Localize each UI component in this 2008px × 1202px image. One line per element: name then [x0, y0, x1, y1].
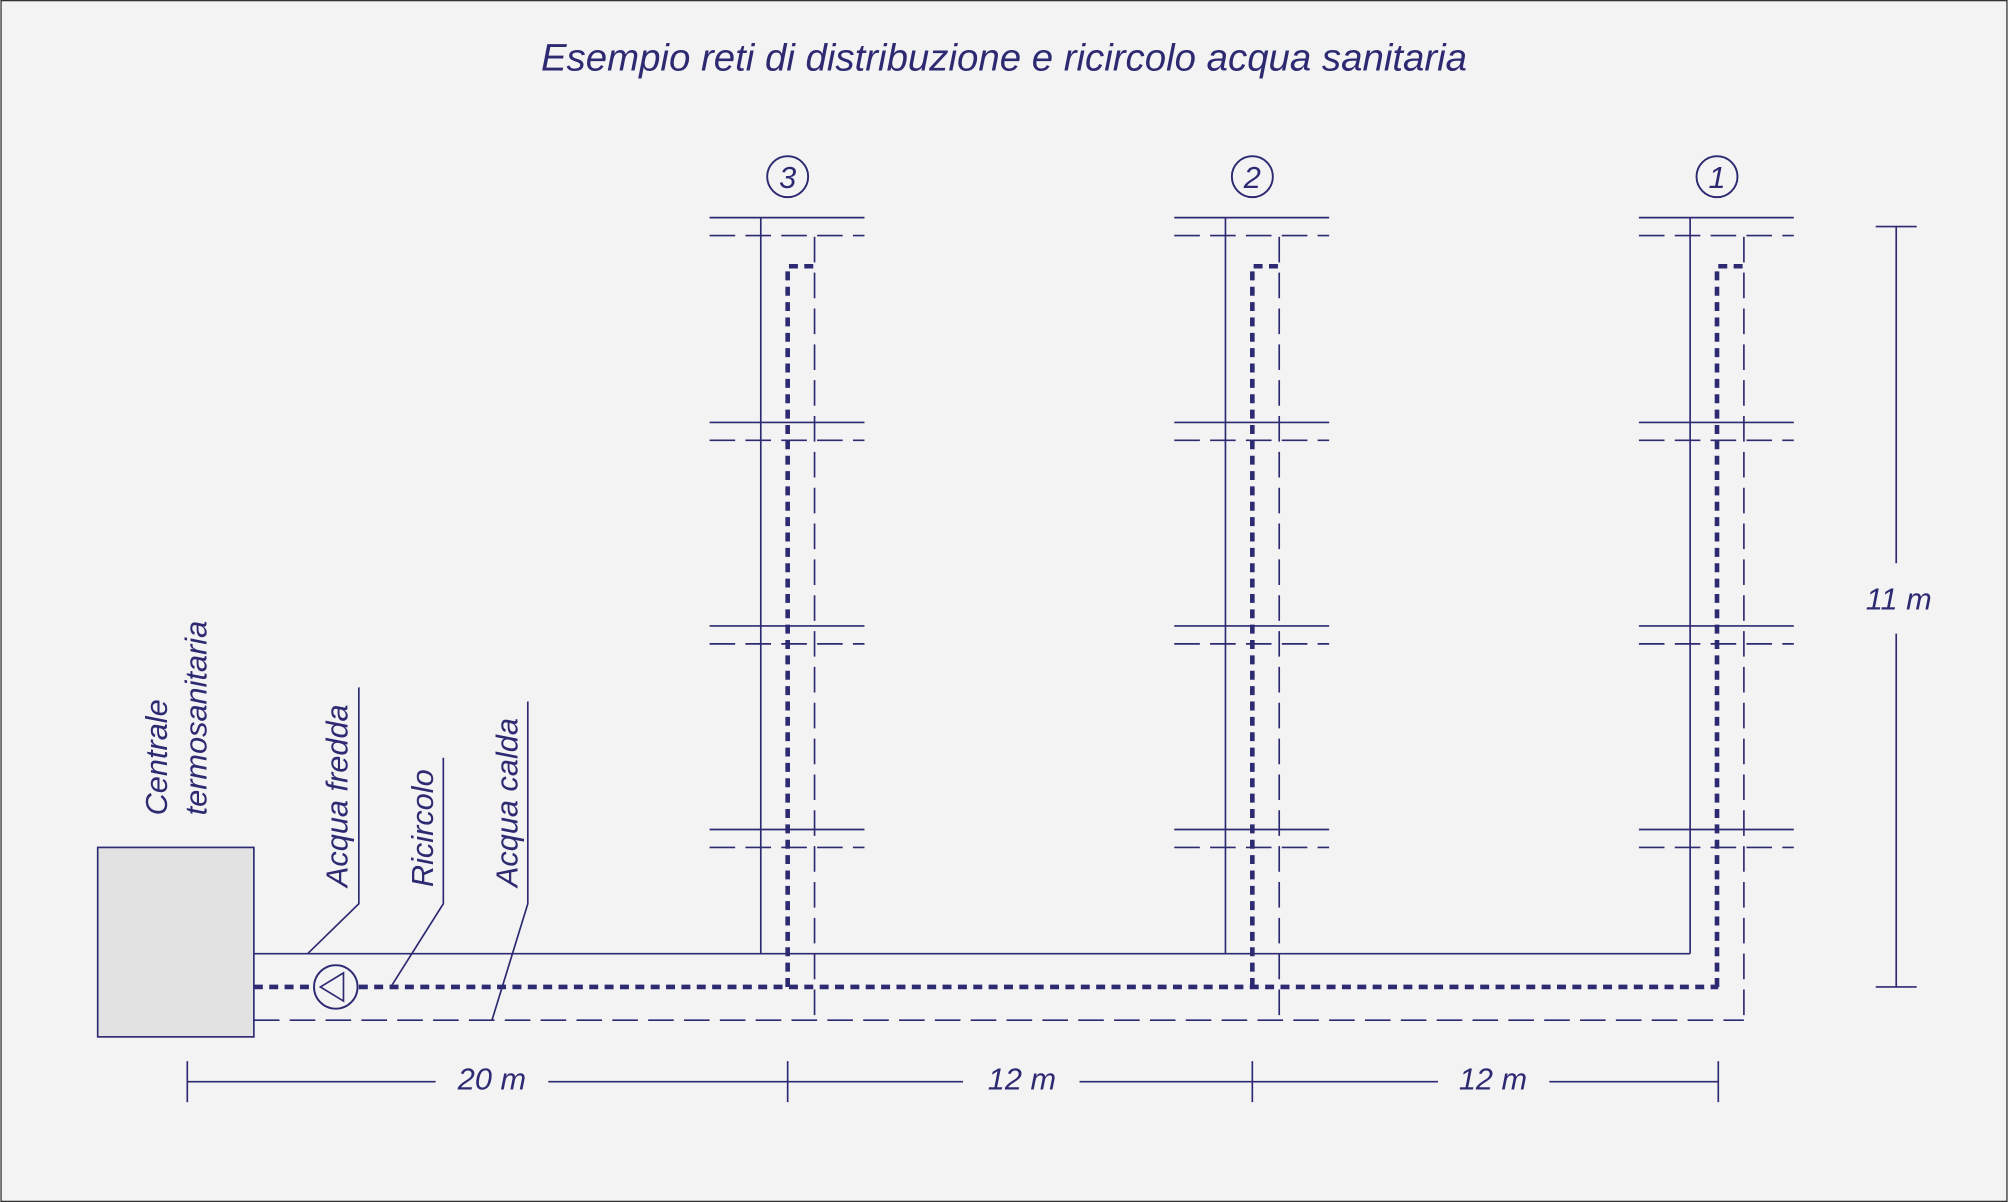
- dim-label: 20 m: [457, 1061, 526, 1096]
- cold-label: Acqua fredda: [319, 704, 354, 889]
- recirc-riser: [785, 263, 815, 987]
- horizontal-dimension: 20 m 12 m 12 m: [186, 1061, 1720, 1103]
- pump: [313, 964, 359, 1010]
- plant-label: Centrale: [139, 699, 174, 815]
- riser-marker: [1695, 155, 1739, 199]
- leader: [307, 687, 360, 955]
- title: Esempio reti di distribuzione e ricircol…: [541, 36, 1467, 79]
- leader: [390, 757, 445, 988]
- plant-box: [96, 846, 255, 1038]
- riser-label: 1: [1708, 160, 1725, 195]
- leader: [491, 701, 529, 1021]
- riser-label: 3: [779, 160, 796, 195]
- riser-marker: [1230, 155, 1274, 199]
- riser-marker: [766, 155, 810, 199]
- dim-label: 11 m: [1866, 581, 1932, 616]
- recirc-riser: [1250, 263, 1280, 987]
- plant-label: termosanitaria: [179, 621, 214, 816]
- pump-symbol: [318, 971, 345, 1003]
- recirc-label: Ricircolo: [405, 769, 440, 887]
- vertical-dimension: 11 m: [1866, 225, 1932, 988]
- recirc-riser: [1714, 263, 1744, 987]
- risers: 3 2 1: [709, 155, 1794, 1021]
- hot-label: Acqua calda: [490, 718, 525, 889]
- riser-label: 2: [1243, 160, 1261, 195]
- dim-label: 12 m: [1459, 1061, 1527, 1096]
- dim-label: 12 m: [988, 1061, 1056, 1096]
